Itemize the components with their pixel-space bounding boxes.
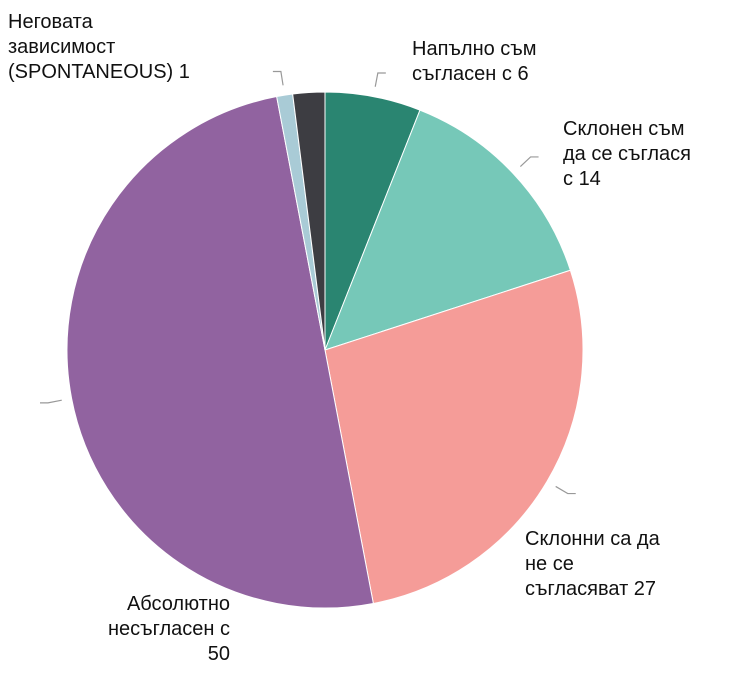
leader-line [39,399,62,404]
pie-slice [292,91,326,351]
label-line: Абсолютно [127,593,230,615]
slice-label: Абсолютно несъгласен с 50 [108,593,230,665]
leader-line [519,156,539,167]
leader-line [272,70,284,86]
slice-label: Неговата зависимост (SPONTANEOUS) 1 [8,11,190,83]
label-line: с 14 [563,168,601,190]
label-line: да се съглася [563,143,691,165]
label-line: Склонен съм [563,118,684,140]
pie-slice [324,269,584,605]
value-label: 1 [179,61,190,83]
label-line: Неговата [8,11,94,33]
label-line: Напълно съм [412,38,537,60]
label-line: Склонни са да [525,528,661,550]
value-label: 50 [208,643,230,665]
label-line: съгласяват 27 [525,578,656,600]
slice-label: Напълно съм съгласен с 6 [412,38,537,85]
label-line: несъгласен с [108,618,230,640]
label-line: (SPONTANEOUS) 1 [8,61,190,83]
leader-line [374,72,386,87]
pie-slice [66,95,374,609]
value-label: 14 [579,168,601,190]
label-line: съгласен с 6 [412,63,529,85]
slice-label: Склонни са да не се съгласяват 27 [525,528,661,600]
value-label: 6 [517,63,528,85]
value-label: 27 [634,578,656,600]
label-line: зависимост [8,36,115,58]
label-line: не се [525,553,574,575]
leader-line [555,485,576,495]
slice-label: Склонен съм да се съглася с 14 [563,118,691,190]
label-line: 50 [208,643,230,665]
